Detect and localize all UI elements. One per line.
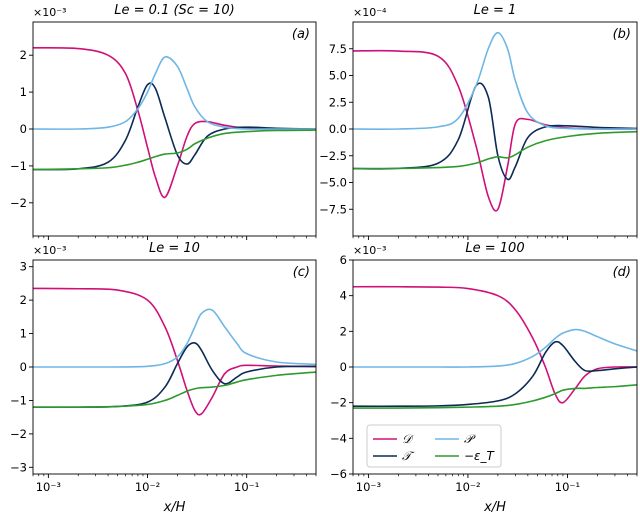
y-tick-label-d: 0 bbox=[340, 360, 347, 374]
y-tick-label-a: −2 bbox=[10, 196, 27, 210]
x-axis-label-d: x/H bbox=[483, 500, 506, 515]
series-line-a--epst bbox=[33, 129, 316, 171]
series-line-b-t bbox=[353, 82, 637, 181]
y-tick-label-a: 2 bbox=[20, 48, 27, 62]
y-tick-label-c: 2 bbox=[20, 293, 27, 307]
y-tick-label-a: −1 bbox=[10, 159, 27, 173]
series-line-b--epst bbox=[353, 130, 637, 170]
panel-b: −7.5 −5.0 −2.5 0.0 2.5 5.0 7.5 ×10⁻⁴ Le = 1 (b) bbox=[319, 3, 638, 240]
y-tick-label-b: 2.5 bbox=[329, 95, 347, 109]
series-line-a-t bbox=[33, 82, 316, 171]
series-line-b-d bbox=[353, 49, 637, 212]
sci-offset-d: ×10⁻³ bbox=[353, 244, 386, 257]
panel-title-c: Le = 10 bbox=[149, 241, 200, 256]
panel-title-d: Le = 100 bbox=[465, 241, 524, 256]
y-tick-label-b: 5.0 bbox=[329, 69, 347, 83]
sci-offset-c: ×10⁻³ bbox=[33, 244, 66, 257]
y-tick-label-c: −3 bbox=[10, 460, 27, 474]
y-tick-label-a: 0 bbox=[20, 122, 27, 136]
y-tick-label-d: 6 bbox=[340, 253, 347, 267]
y-tick-label-c: 0 bbox=[20, 360, 27, 374]
panel-a: −2 −1 0 1 2 ×10⁻³ Le = 0.1 (Sc = 10) (a) bbox=[10, 3, 317, 240]
y-tick-label-b: 0.0 bbox=[329, 122, 347, 136]
legend-box bbox=[366, 424, 502, 468]
series-line-d-d bbox=[353, 285, 637, 404]
x-tick-label-d: 10⁻¹ bbox=[555, 480, 580, 494]
panel-label-b: (b) bbox=[613, 27, 631, 42]
series-line-c-p bbox=[33, 308, 316, 368]
series-group-a bbox=[33, 46, 316, 199]
y-tick-label-b: −7.5 bbox=[319, 202, 347, 216]
y-tick-label-c: −2 bbox=[10, 427, 27, 441]
legend-label-d: 𝒟 bbox=[402, 432, 414, 446]
y-tick-label-b: −2.5 bbox=[319, 149, 347, 163]
x-tick-label-d: 10⁻³ bbox=[356, 480, 382, 494]
y-tick-label-d: −6 bbox=[330, 467, 347, 481]
series-line-d--epst bbox=[353, 384, 637, 409]
sci-offset-a: ×10⁻³ bbox=[33, 6, 66, 19]
x-tick-label-d: 10⁻² bbox=[455, 480, 480, 494]
y-tick-label-c: −1 bbox=[10, 393, 27, 407]
legend: 𝒟 𝒫 𝒯 −ε_T bbox=[366, 424, 502, 468]
series-line-d-t bbox=[353, 340, 637, 408]
y-tick-label-b: 7.5 bbox=[329, 42, 347, 56]
legend-label-epst: −ε_T bbox=[464, 449, 496, 463]
x-tick-label-c: 10⁻³ bbox=[36, 480, 62, 494]
sci-offset-b: ×10⁻⁴ bbox=[353, 6, 387, 19]
panel-label-d: (d) bbox=[613, 265, 631, 280]
panel-d: −6 −4 −2 0 2 4 6 10⁻³ 10⁻² 10⁻¹ ×10⁻³ Le = 100 (d) bbox=[330, 241, 638, 494]
y-tick-label-c: 3 bbox=[20, 260, 27, 274]
x-axis-label-c: x/H bbox=[163, 500, 186, 515]
series-line-d-p bbox=[353, 328, 637, 368]
y-tick-label-d: −2 bbox=[330, 396, 347, 410]
series-line-a-d bbox=[33, 46, 316, 199]
x-tick-label-c: 10⁻² bbox=[135, 480, 160, 494]
series-line-b-p bbox=[353, 31, 637, 130]
series-group-c bbox=[33, 287, 316, 416]
y-tick-label-d: 2 bbox=[340, 324, 347, 338]
panel-c: −3 −2 −1 0 1 2 3 ×10⁻³ Le = 10 (c) bbox=[10, 241, 317, 478]
panel-title-b: Le = 1 bbox=[474, 3, 517, 18]
y-tick-label-d: 4 bbox=[340, 289, 347, 303]
y-tick-label-d: −4 bbox=[330, 431, 347, 445]
series-line-c-d bbox=[33, 287, 316, 416]
series-line-a-p bbox=[33, 56, 316, 130]
y-tick-label-c: 1 bbox=[20, 327, 27, 341]
series-group-b bbox=[353, 31, 637, 212]
panel-title-a: Le = 0.1 (Sc = 10) bbox=[114, 3, 234, 18]
panel-label-c: (c) bbox=[293, 265, 310, 280]
series-group-d bbox=[353, 285, 637, 409]
x-tick-label-c: 10⁻¹ bbox=[234, 480, 259, 494]
panels: −2 −1 0 1 2 ×10⁻³ Le = 0.1 (Sc = 10) (a) −7.5 −5.… bbox=[10, 3, 638, 515]
panel-label-a: (a) bbox=[292, 27, 310, 42]
y-tick-label-a: 1 bbox=[20, 85, 27, 99]
y-tick-label-b: −5.0 bbox=[319, 176, 347, 190]
series-line-c--epst bbox=[33, 371, 316, 408]
